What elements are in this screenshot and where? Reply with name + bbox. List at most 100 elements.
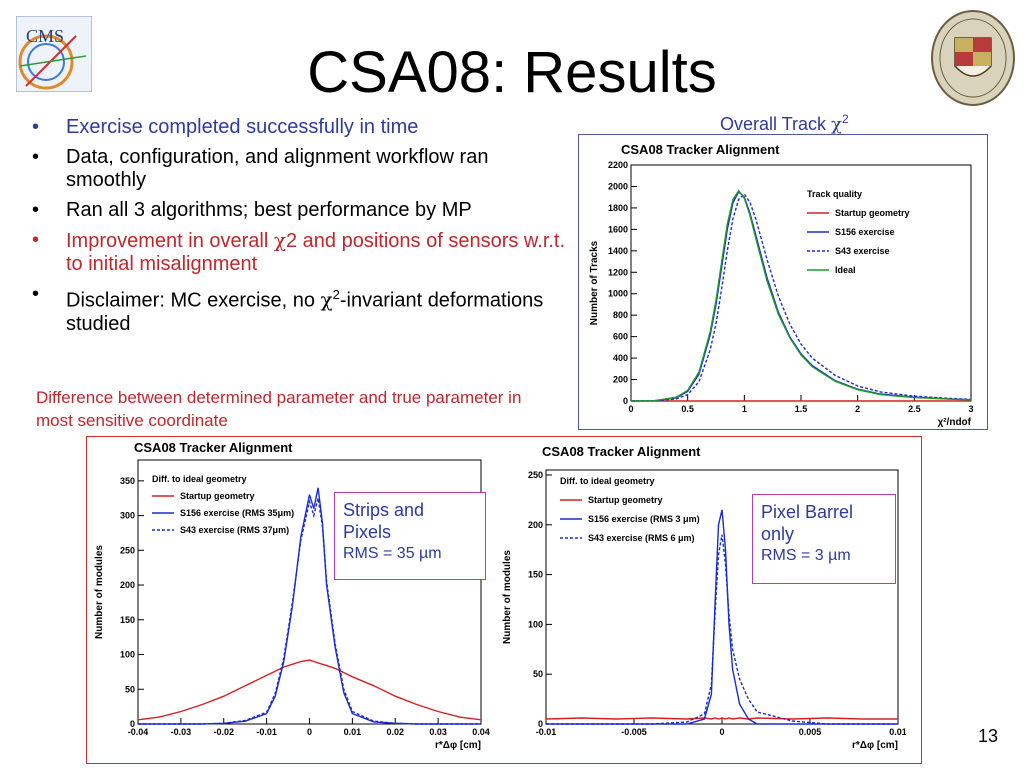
y-tick-label: 2000 bbox=[608, 181, 628, 191]
residual-plots-frame bbox=[86, 436, 922, 764]
y-tick-label: 1000 bbox=[608, 289, 628, 299]
y-axis-label: Number of modules bbox=[502, 550, 513, 644]
annotation-line: Pixels bbox=[343, 522, 392, 542]
chart-title: CSA08 Tracker Alignment bbox=[134, 440, 293, 455]
university-seal bbox=[931, 10, 1015, 106]
series-line bbox=[137, 659, 482, 721]
y-tick-label: 200 bbox=[120, 580, 135, 590]
y-tick-label: 300 bbox=[120, 511, 135, 521]
bullet-text: -invariant deformations studied bbox=[66, 289, 544, 335]
bullet-item: Disclaimer: MC exercise, no χ2-invariant… bbox=[28, 283, 568, 336]
y-tick-label: 400 bbox=[613, 353, 628, 363]
slide-number: 13 bbox=[977, 726, 998, 746]
y-tick-label: 0 bbox=[538, 719, 543, 729]
x-tick-label: 0.01 bbox=[344, 727, 362, 737]
x-tick-label: 2 bbox=[855, 404, 860, 414]
y-tick-label: 150 bbox=[528, 570, 543, 580]
annotation-rms: RMS = 3 µm bbox=[761, 547, 851, 564]
legend-entry: S43 exercise bbox=[835, 246, 890, 256]
x-tick-label: 0 bbox=[628, 404, 633, 414]
x-tick-label: 0.01 bbox=[889, 727, 906, 737]
annotation-line: only bbox=[761, 524, 795, 544]
annotation-rms: RMS = 35 µm bbox=[343, 545, 442, 562]
y-axis-label: Number of Tracks bbox=[589, 240, 600, 325]
y-tick-label: 1600 bbox=[608, 224, 628, 234]
x-tick-label: -0.005 bbox=[621, 727, 647, 737]
superscript: 2 bbox=[332, 287, 340, 302]
x-tick-label: -0.01 bbox=[536, 727, 557, 737]
legend-entry: Startup geometry bbox=[835, 208, 910, 218]
y-tick-label: 0 bbox=[130, 719, 135, 729]
y-tick-label: 200 bbox=[528, 520, 543, 530]
annotation-box-pixel-barrel: Pixel Barrel only RMS = 3 µm bbox=[752, 494, 896, 584]
bullet-text: Exercise completed successfully in time bbox=[66, 116, 419, 138]
slide-title: CSA08: Results bbox=[307, 40, 717, 105]
series-line bbox=[138, 498, 481, 725]
svg-text:CMS: CMS bbox=[26, 26, 64, 46]
annotation-line: Strips and bbox=[343, 500, 425, 520]
chi2-panel: CSA08 Tracker Alignment 0 200 400 600 800 1000… bbox=[578, 134, 988, 430]
legend-title: Diff. to ideal geometry bbox=[152, 474, 247, 484]
y-tick-label: 250 bbox=[528, 470, 543, 480]
x-tick-label: -0.04 bbox=[128, 727, 149, 737]
x-tick-label: 2.5 bbox=[908, 404, 921, 414]
x-axis-label: r*Δφ [cm] bbox=[852, 740, 898, 751]
x-tick-label: 0.04 bbox=[472, 727, 490, 737]
bullet-item: Data, configuration, and alignment workf… bbox=[28, 146, 568, 192]
x-tick-label: 0.02 bbox=[386, 727, 404, 737]
annotation-line: Pixel Barrel bbox=[761, 502, 854, 522]
chart-title: CSA08 Tracker Alignment bbox=[542, 444, 701, 459]
x-tick-label: 3 bbox=[968, 404, 973, 414]
plot-caption: Difference between determined parameter … bbox=[36, 388, 522, 430]
y-axis-label: Number of modules bbox=[94, 545, 105, 639]
legend-entry: S156 exercise (RMS 3 μm) bbox=[588, 514, 700, 524]
x-tick-label: 0.5 bbox=[681, 404, 694, 414]
bullet-text: Improvement in overall bbox=[66, 230, 274, 252]
x-tick-label: -0.01 bbox=[256, 727, 277, 737]
legend-entry: S43 exercise (RMS 37μm) bbox=[180, 525, 289, 535]
y-tick-label: 100 bbox=[120, 650, 135, 660]
x-tick-label: -0.02 bbox=[213, 727, 234, 737]
y-tick-label: 200 bbox=[613, 375, 628, 385]
series-line bbox=[546, 534, 898, 725]
x-tick-label: 0.03 bbox=[429, 727, 447, 737]
y-tick-label: 150 bbox=[120, 615, 135, 625]
heading-text: Overall Track bbox=[720, 114, 832, 134]
bullet-text: Data, configuration, and alignment workf… bbox=[66, 146, 489, 191]
residual-chart-strips-pixels: CSA08 Tracker Alignment 0 50 100 150 200 250 30… bbox=[94, 440, 490, 751]
cms-logo: CMS bbox=[16, 16, 92, 92]
legend-entry: S43 exercise (RMS 6 μm) bbox=[588, 533, 695, 543]
chi-symbol: χ bbox=[831, 114, 842, 135]
chi2-plot-heading: Overall Track χ2 bbox=[720, 112, 849, 135]
y-tick-label: 250 bbox=[120, 545, 135, 555]
x-axis-label: r*Δφ [cm] bbox=[435, 740, 481, 751]
bullet-text: Disclaimer: MC exercise, no bbox=[66, 289, 321, 312]
legend-title: Track quality bbox=[807, 189, 862, 199]
chi2-chart: CSA08 Tracker Alignment 0 200 400 600 800 1000… bbox=[589, 142, 974, 428]
y-tick-label: 0 bbox=[623, 396, 628, 406]
series-line bbox=[630, 190, 972, 402]
y-tick-label: 1800 bbox=[608, 203, 628, 213]
bullet-text: Ran all 3 algorithms; best performance b… bbox=[66, 199, 472, 221]
y-tick-label: 1200 bbox=[608, 267, 628, 277]
x-tick-label: 0.005 bbox=[799, 727, 822, 737]
bullet-list: Exercise completed successfully in time … bbox=[28, 116, 568, 343]
legend-entry: S156 exercise bbox=[835, 227, 895, 237]
bullet-text: 2 and positions of sensors w.r.t. to ini… bbox=[66, 230, 566, 275]
x-tick-label: 1.5 bbox=[795, 404, 808, 414]
chart-title: CSA08 Tracker Alignment bbox=[621, 142, 780, 157]
bullet-item: Ran all 3 algorithms; best performance b… bbox=[28, 199, 568, 222]
y-tick-label: 800 bbox=[613, 310, 628, 320]
bullet-item: Improvement in overall χ2 and positions … bbox=[28, 229, 568, 276]
bullet-item: Exercise completed successfully in time bbox=[28, 116, 568, 139]
y-tick-label: 50 bbox=[533, 669, 543, 679]
residual-chart-pixel-barrel: CSA08 Tracker Alignment 0 50 100 150 200 250 -0… bbox=[502, 444, 906, 751]
y-tick-label: 600 bbox=[613, 332, 628, 342]
superscript: 2 bbox=[841, 112, 849, 126]
y-tick-label: 350 bbox=[120, 476, 135, 486]
annotation-box-strips: Strips and Pixels RMS = 35 µm bbox=[334, 492, 486, 580]
chi-symbol: χ bbox=[320, 287, 333, 312]
x-axis-label: χ²/ndof bbox=[937, 417, 971, 428]
series-line bbox=[630, 189, 972, 402]
x-tick-label: -0.03 bbox=[171, 727, 192, 737]
